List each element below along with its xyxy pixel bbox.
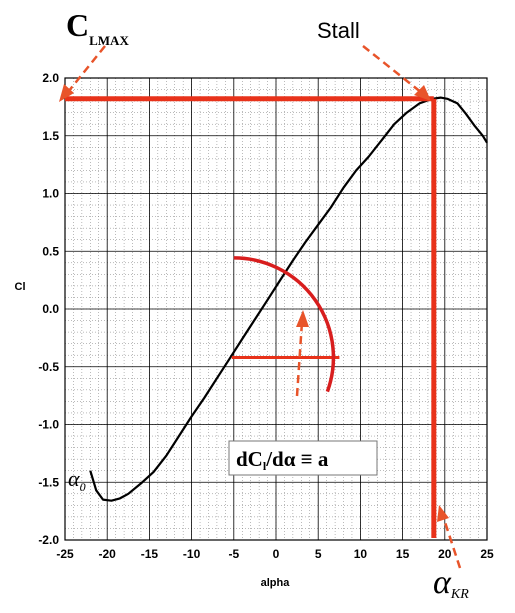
slope-arrow-head (296, 310, 309, 327)
x-tick-label: 10 (354, 547, 368, 561)
y-tick-label: 0.5 (42, 244, 59, 258)
x-tick-label: 15 (396, 547, 410, 561)
alphakr-arrow-shaft (441, 515, 462, 569)
alpha-kr-label: αKR (433, 564, 469, 602)
slope-formula-subscript: l (263, 459, 267, 473)
x-axis-label: alpha (261, 577, 291, 589)
alpha-kr-subscript: KR (450, 587, 469, 602)
x-tick-label: -25 (56, 547, 74, 561)
y-tick-label: 2.0 (42, 71, 59, 85)
alpha-zero-subscript: 0 (80, 480, 86, 494)
stall-label: Stall (317, 18, 360, 43)
slope-formula-rest: /dα ≡ a (265, 447, 329, 471)
x-tick-labels: -25 -20 -15 -10 -5 0 5 10 15 20 25 (56, 547, 494, 561)
slope-arc (233, 256, 336, 393)
alphakr-arrow-head (437, 505, 449, 522)
x-tick-label: -5 (228, 547, 239, 561)
y-axis-label: Cl (15, 281, 26, 293)
plot-frame (64, 77, 488, 541)
clmax-label-main: C (66, 7, 89, 43)
clmax-arrow-shaft (67, 45, 106, 93)
y-tick-label: -0.5 (38, 360, 59, 374)
y-tick-label: 0.0 (42, 302, 59, 316)
y-tick-label: 1.0 (42, 187, 59, 201)
x-tick-label: -20 (99, 547, 117, 561)
x-tick-label: -10 (183, 547, 201, 561)
stall-arrow-shaft (362, 45, 423, 94)
alpha-zero-symbol: α (68, 466, 80, 491)
alpha-zero-label: α0 (68, 466, 86, 494)
clmax-label-subscript: LMAX (89, 33, 129, 48)
y-tick-label: -2.0 (38, 533, 59, 547)
y-tick-labels: 2.0 1.5 1.0 0.5 0.0 -0.5 -1.0 -1.5 -2.0 (38, 71, 59, 547)
y-tick-label: -1.0 (38, 418, 59, 432)
x-tick-label: 25 (480, 547, 494, 561)
x-tick-label: 5 (315, 547, 322, 561)
lift-curve-line (89, 96, 488, 502)
clmax-label: CLMAX (66, 7, 129, 48)
clmax-arrow-head (59, 84, 74, 102)
slope-formula-box (228, 440, 378, 476)
annotation-arrows (59, 45, 462, 569)
y-tick-label: 1.5 (42, 129, 59, 143)
slope-formula: dCl/dα ≡ a (236, 447, 329, 473)
alpha-kr-symbol: α (433, 564, 452, 601)
x-tick-label: -15 (141, 547, 159, 561)
x-tick-label: 0 (273, 547, 280, 561)
stall-arrow-head (414, 85, 431, 101)
slope-formula-dc: dC (236, 447, 263, 471)
y-tick-label: -1.5 (38, 475, 59, 489)
x-tick-label: 20 (438, 547, 452, 561)
